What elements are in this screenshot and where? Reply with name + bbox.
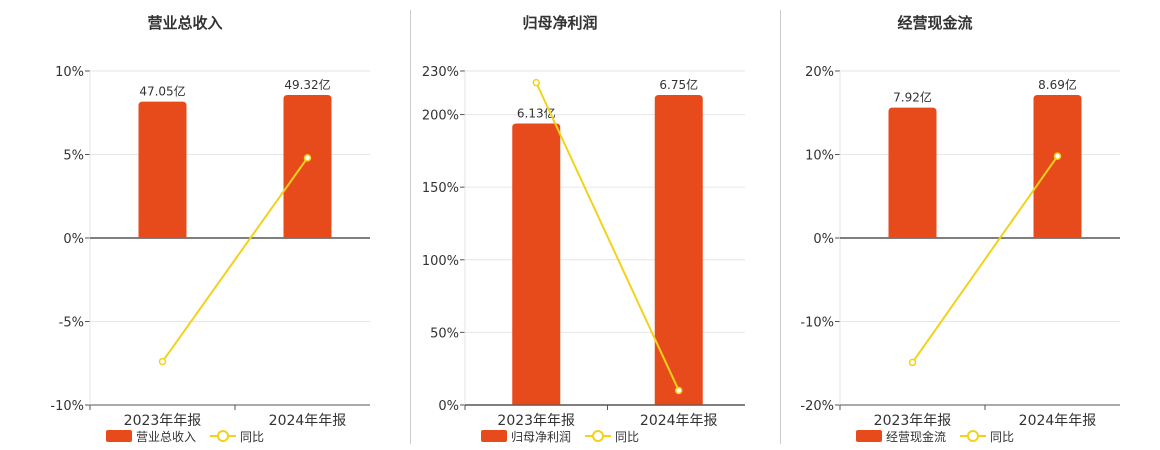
legend-bar-swatch — [480, 430, 507, 442]
y-tick-label: 100% — [422, 254, 459, 269]
y-tick-label: -5% — [59, 316, 84, 331]
chart-legend: 经营现金流 同比 — [750, 428, 1120, 444]
chart-legend: 营业总收入 同比 — [0, 428, 370, 444]
legend-line-swatch — [585, 430, 611, 442]
y-tick-label: 150% — [422, 181, 459, 196]
legend-line-label: 同比 — [990, 429, 1015, 444]
legend-bar-label: 经营现金流 — [885, 429, 946, 444]
chart-panel-cash-flow: 经营现金流 20% 10% 0% -10% -20% 7.92亿 8.69亿 2023年年报 2… — [750, 0, 1120, 450]
yoy-point — [675, 386, 683, 395]
x-tick-label: 2024年年报 — [269, 413, 347, 429]
bar-data-label: 49.32亿 — [284, 77, 330, 92]
y-tick-label: -10% — [800, 316, 834, 331]
chart-panel-net-profit: 归母净利润 230% 200% 150% 100% 50% 0% 6.13亿 6.75亿 202… — [375, 0, 745, 450]
yoy-point — [158, 357, 167, 366]
chart-title: 归母净利润 — [522, 14, 598, 32]
y-tick-label: 50% — [430, 326, 459, 341]
bar — [654, 95, 703, 405]
bar — [138, 101, 187, 238]
legend-line-swatch — [960, 430, 986, 442]
x-tick-label: 2023年年报 — [497, 413, 575, 429]
y-tick-label: 0% — [813, 232, 834, 247]
panel-divider — [780, 10, 781, 444]
legend-bar-label: 营业总收入 — [135, 429, 196, 444]
y-tick-label: 230% — [422, 65, 459, 80]
y-tick-label: 0% — [438, 399, 459, 414]
chart-legend: 归母净利润 同比 — [375, 428, 745, 444]
y-tick-label: 20% — [805, 65, 834, 80]
bar-data-label: 6.13亿 — [517, 105, 556, 120]
yoy-point — [532, 78, 540, 87]
yoy-point — [1053, 152, 1062, 160]
bar — [1033, 95, 1082, 238]
x-tick-label: 2024年年报 — [1019, 413, 1097, 429]
yoy-point — [303, 154, 312, 162]
legend-bar-swatch — [105, 430, 132, 442]
chart-title: 营业总收入 — [147, 14, 223, 32]
legend-line-label: 同比 — [615, 429, 640, 444]
yoy-line — [161, 157, 309, 363]
bar-data-label: 6.75亿 — [659, 77, 698, 92]
legend-line-label: 同比 — [240, 429, 265, 444]
y-tick-label: 0% — [63, 232, 84, 247]
bar-data-label: 47.05亿 — [139, 84, 185, 99]
x-tick-label: 2023年年报 — [124, 413, 202, 429]
legend-bar-label: 归母净利润 — [510, 429, 571, 444]
yoy-line — [911, 155, 1059, 363]
bar — [888, 107, 937, 238]
panel-divider — [410, 10, 411, 444]
chart-canvas: 20% 10% 0% -10% -20% 7.92亿 8.69亿 2023年年报 2024年年报 — [800, 65, 1120, 429]
legend-line-swatch — [210, 430, 236, 442]
bar — [283, 95, 332, 238]
y-tick-label: 200% — [422, 109, 459, 124]
y-tick-label: -10% — [50, 399, 84, 414]
y-tick-label: 10% — [805, 149, 834, 164]
chart-panel-revenue: 营业总收入 10% 5% 0% -5% -10% 47.05亿 49.32亿 2023年年报 2… — [0, 0, 370, 450]
legend-bar-swatch — [855, 430, 882, 442]
y-tick-label: 10% — [55, 65, 84, 80]
x-tick-label: 2024年年报 — [640, 413, 718, 429]
yoy-point — [908, 358, 917, 367]
bar — [512, 123, 561, 406]
chart-canvas: 10% 5% 0% -5% -10% 47.05亿 49.32亿 2023年年报 2024年年报 — [50, 65, 370, 429]
y-tick-label: 5% — [63, 149, 84, 164]
chart-canvas: 230% 200% 150% 100% 50% 0% 6.13亿 6.75亿 2023年年报 20… — [422, 65, 745, 429]
x-tick-label: 2023年年报 — [874, 413, 952, 429]
yoy-line — [535, 82, 680, 391]
chart-title: 经营现金流 — [897, 14, 973, 32]
bar-data-label: 7.92亿 — [893, 90, 932, 105]
y-tick-label: -20% — [800, 399, 834, 414]
bar-data-label: 8.69亿 — [1038, 77, 1077, 92]
